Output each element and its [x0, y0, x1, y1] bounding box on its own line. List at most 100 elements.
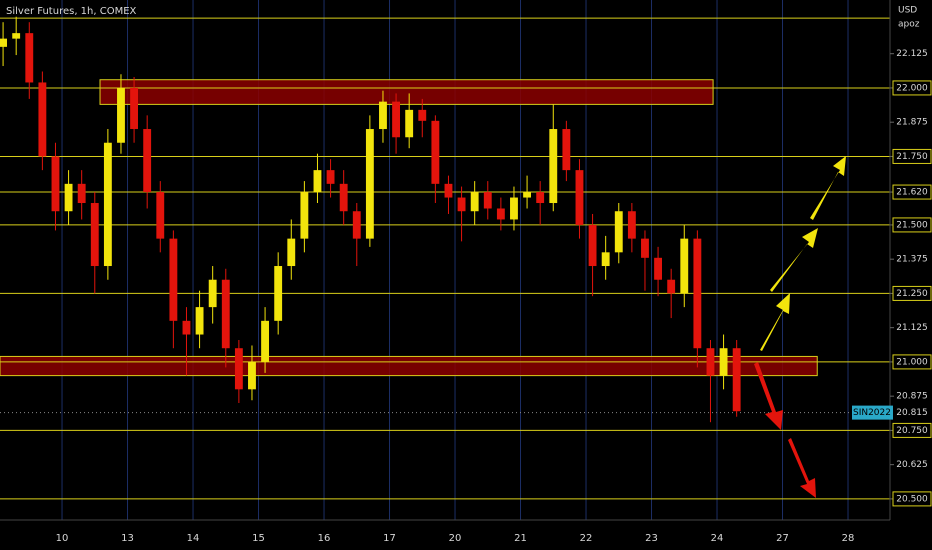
level-label-box	[892, 285, 932, 301]
candle-body	[392, 101, 401, 138]
candle-body	[156, 192, 165, 239]
y-tick-label: 20.750	[896, 426, 928, 436]
candle-body	[274, 266, 283, 321]
symbol-box	[852, 405, 893, 420]
candle-body	[130, 87, 139, 130]
x-tick-label: 16	[318, 533, 331, 544]
level-label-box	[892, 354, 932, 370]
level-label-box	[892, 217, 932, 233]
candle-body	[51, 156, 60, 212]
candle-body	[379, 101, 387, 130]
y-tick-label: 21.250	[896, 289, 928, 299]
candle-body	[77, 183, 86, 204]
supply-demand-zone	[0, 355, 818, 377]
candle-body	[208, 279, 217, 308]
y-tick-label: 21.125	[896, 323, 928, 333]
up-arrow	[760, 293, 790, 351]
zones	[0, 79, 818, 377]
y-tick-label: 22.125	[896, 49, 928, 59]
candle-body	[667, 279, 676, 294]
candle-body	[195, 307, 204, 335]
candle-body	[680, 238, 689, 294]
y-tick-label: 20.500	[896, 494, 928, 504]
candle-body	[90, 203, 99, 267]
candle-body	[287, 238, 296, 267]
candle-body	[457, 197, 466, 212]
y-tick-label: 21.750	[896, 152, 928, 162]
y-tick-label: 21.875	[896, 118, 928, 128]
candle-body	[470, 192, 479, 212]
down-arrow	[788, 438, 816, 498]
candle-body	[641, 238, 649, 258]
x-tick-label: 27	[776, 533, 789, 544]
up-arrow	[810, 156, 846, 220]
candle-body	[326, 170, 335, 184]
candle-body	[614, 211, 623, 253]
candle-body	[483, 192, 492, 209]
y-tick-label: 21.375	[896, 255, 928, 265]
level-label-box	[892, 148, 932, 164]
y-tick-label: 20.625	[896, 460, 928, 470]
candle-body	[248, 361, 256, 390]
candle-body	[261, 320, 270, 362]
candle-body	[352, 211, 361, 239]
candle-body	[496, 208, 505, 220]
level-label-box	[892, 80, 932, 96]
candle-body	[418, 109, 427, 121]
candle-body	[444, 183, 453, 198]
candle-body	[588, 224, 597, 267]
candle-body	[405, 109, 414, 138]
candle-body	[693, 238, 702, 349]
candle-body	[510, 197, 518, 220]
symbol-label: SIN2022	[853, 408, 891, 418]
candle-body	[732, 348, 741, 412]
candle-body	[575, 170, 584, 225]
y-tick-label: 21.500	[896, 220, 928, 230]
candle-body	[221, 279, 230, 349]
level-label-box	[892, 422, 932, 438]
x-tick-label: 24	[711, 533, 724, 544]
x-tick-label: 22	[580, 533, 593, 544]
x-tick-label: 13	[121, 533, 134, 544]
candle-body	[38, 82, 47, 157]
candle-body	[523, 192, 532, 198]
projection-arrows	[754, 156, 846, 498]
x-tick-label: 17	[383, 533, 396, 544]
candle-body	[562, 129, 571, 171]
candle-body	[719, 348, 728, 376]
candle-body	[627, 211, 636, 239]
candles	[0, 16, 741, 423]
y-tick-label: 22.000	[896, 83, 928, 93]
supply-demand-zone	[99, 79, 714, 105]
last-price-label: 20.815	[896, 408, 928, 418]
candle-body	[313, 170, 322, 193]
candle-body	[234, 348, 243, 390]
chart-title: Silver Futures, 1h, COMEX	[6, 6, 137, 17]
x-tick-label: 28	[842, 533, 855, 544]
last-price-box	[893, 405, 931, 420]
x-tick-label: 23	[645, 533, 658, 544]
candle-body	[654, 257, 662, 280]
candle-body	[601, 252, 610, 267]
currency: USD	[898, 6, 917, 16]
candle-body	[0, 38, 8, 47]
x-tick-label: 10	[56, 533, 69, 544]
level-label-box	[892, 184, 932, 200]
x-tick-label: 21	[514, 533, 527, 544]
axis: 10 13 14 15 16 17 20 21 22 23 24 27 28 22.125 22.000 21…	[56, 49, 932, 544]
x-tick-label: 15	[252, 533, 265, 544]
level-label-box	[892, 491, 932, 507]
candle-body	[549, 129, 558, 204]
x-tick-label: 20	[449, 533, 462, 544]
candle-body	[25, 33, 34, 83]
candle-body	[339, 183, 348, 212]
candle-body	[182, 320, 191, 335]
candle-body	[143, 129, 152, 193]
candle-body	[365, 129, 374, 239]
candle-body	[536, 192, 545, 204]
up-arrow	[770, 228, 818, 292]
candle-body	[117, 87, 125, 143]
y-tick-label: 20.875	[896, 392, 928, 402]
candle-body	[169, 238, 178, 321]
